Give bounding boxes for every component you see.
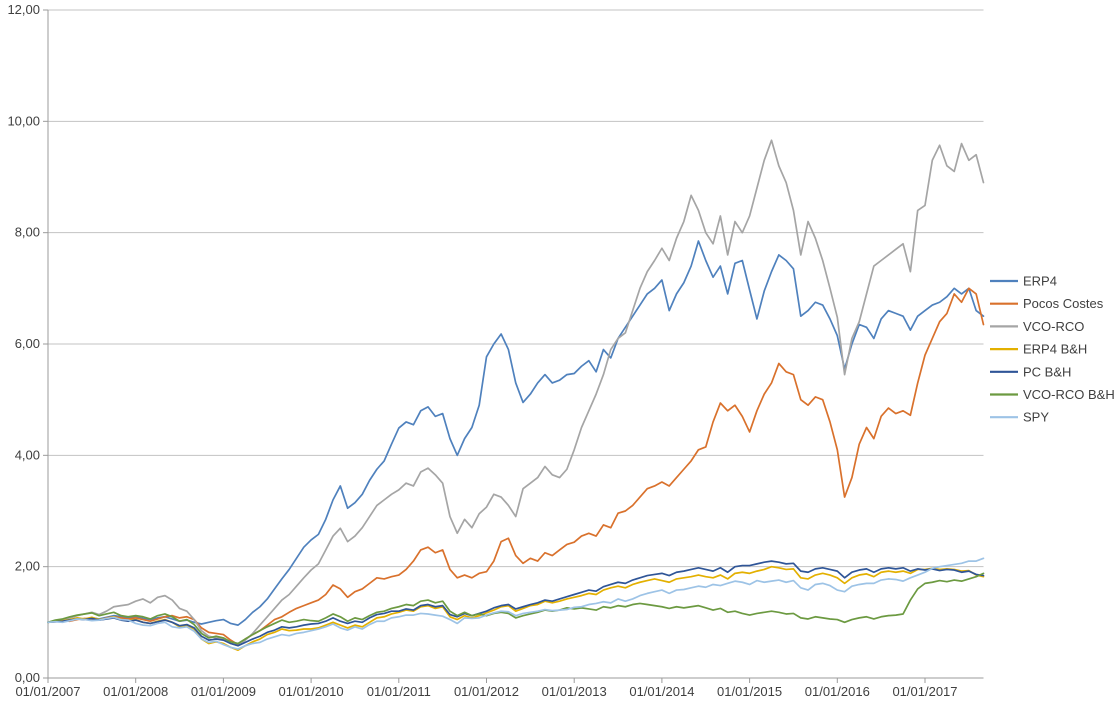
x-axis-label: 01/01/2007 — [15, 684, 80, 699]
x-axis-label: 01/01/2013 — [542, 684, 607, 699]
y-axis-label: 10,00 — [7, 113, 40, 128]
chart-legend: ERP4 Pocos Costes VCO-RCO ERP4 B&H PC B&H VCO… — [990, 274, 1115, 425]
legend-label: ERP4 B&H — [1023, 342, 1087, 357]
legend-item-erp4-b-h[interactable]: ERP4 B&H — [990, 342, 1087, 357]
y-axis-label: 8,00 — [15, 225, 40, 240]
series-line-spy — [47, 557, 985, 650]
legend-label: PC B&H — [1023, 364, 1071, 379]
legend-item-vco-rco[interactable]: VCO-RCO — [990, 319, 1084, 334]
x-axis-label: 01/01/2017 — [892, 684, 957, 699]
axis-labels: 0,00 2,00 4,00 6,00 8,00 10,00 12,00 01/01/2007… — [7, 2, 957, 699]
legend-label: VCO-RCO B&H — [1023, 387, 1115, 402]
x-axis-label: 01/01/2012 — [454, 684, 519, 699]
gridlines — [48, 9, 984, 568]
x-axis-label: 01/01/2010 — [279, 684, 344, 699]
data-series — [47, 139, 985, 652]
legend-label: Pocos Costes — [1023, 296, 1104, 311]
x-axis-label: 01/01/2009 — [191, 684, 256, 699]
x-axis-label: 01/01/2014 — [629, 684, 694, 699]
series-line-pc-b-h — [47, 560, 985, 647]
y-axis-label: 4,00 — [15, 447, 40, 462]
series-line-erp4 — [47, 240, 985, 626]
legend-item-erp4[interactable]: ERP4 — [990, 274, 1057, 289]
legend-item-spy[interactable]: SPY — [990, 410, 1049, 425]
y-axis-label: 6,00 — [15, 336, 40, 351]
y-axis-label: 0,00 — [15, 670, 40, 685]
legend-item-vco-rco-b-h[interactable]: VCO-RCO B&H — [990, 387, 1115, 402]
series-line-vco-rco-b-h — [47, 572, 985, 645]
x-axis-label: 01/01/2011 — [367, 684, 431, 699]
series-line-vco-rco — [47, 139, 985, 647]
x-axis-label: 01/01/2015 — [717, 684, 782, 699]
y-axis-label: 2,00 — [15, 559, 40, 574]
legend-label: ERP4 — [1023, 274, 1057, 289]
x-axis-label: 01/01/2008 — [103, 684, 168, 699]
series-line-pocos-costes — [47, 287, 985, 646]
axes — [43, 9, 984, 683]
legend-item-pc-b-h[interactable]: PC B&H — [990, 364, 1071, 379]
legend-label: VCO-RCO — [1023, 319, 1084, 334]
legend-item-pocos-costes[interactable]: Pocos Costes — [990, 296, 1104, 311]
x-axis-label: 01/01/2016 — [805, 684, 870, 699]
legend-label: SPY — [1023, 410, 1049, 425]
y-axis-label: 12,00 — [7, 2, 40, 17]
